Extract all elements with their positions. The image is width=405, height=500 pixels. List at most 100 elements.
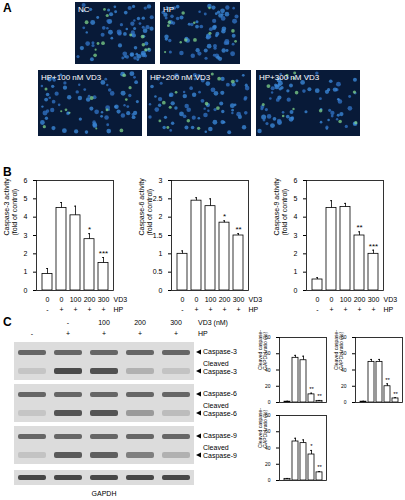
svg-text:5: 5: [24, 195, 28, 202]
svg-text:300: 300: [368, 296, 380, 303]
svg-text:300: 300: [98, 296, 110, 303]
svg-text:Caspase-6: Caspase-6: [203, 390, 237, 398]
svg-text:Cleaved caspase-6/GAPDH ratio: Cleaved caspase-6/GAPDH ratio (%): [333, 330, 345, 370]
svg-text:+: +: [236, 306, 240, 313]
svg-text:CleavedCaspase-9: CleavedCaspase-9: [203, 444, 237, 460]
svg-text:20: 20: [265, 461, 271, 467]
svg-text:0: 0: [316, 296, 320, 303]
svg-text:+: +: [87, 306, 91, 313]
svg-text:Caspase-6 activity(fold of con: Caspase-6 activity(fold of control): [138, 178, 154, 236]
svg-text:5: 5: [294, 195, 298, 202]
svg-text:Cleaved caspase-9/GAPDH ratio: Cleaved caspase-9/GAPDH ratio (%): [257, 408, 269, 448]
svg-text:3: 3: [294, 232, 298, 239]
svg-text:0: 0: [181, 296, 185, 303]
svg-text:HP+200 nM VD3: HP+200 nM VD3: [150, 73, 211, 82]
svg-text:**: **: [393, 391, 398, 397]
svg-text:2: 2: [159, 213, 163, 220]
svg-text:+: +: [208, 306, 212, 313]
svg-text:VD3 (nM): VD3 (nM): [198, 319, 228, 327]
svg-text:***: ***: [369, 242, 378, 251]
svg-text:**: **: [356, 223, 362, 232]
svg-text:+: +: [138, 330, 142, 337]
svg-text:0: 0: [268, 399, 271, 405]
svg-text:Cleaved caspase-3/GAPDH ratio: Cleaved caspase-3/GAPDH ratio (%): [257, 330, 269, 370]
svg-text:**: **: [235, 225, 241, 234]
svg-text:CleavedCaspase-3: CleavedCaspase-3: [203, 360, 237, 376]
svg-text:**: **: [309, 386, 314, 392]
svg-text:+: +: [357, 306, 361, 313]
svg-text:100: 100: [98, 319, 110, 326]
svg-text:HP: HP: [114, 306, 124, 313]
svg-text:+: +: [343, 306, 347, 313]
svg-text:Caspase-9: Caspase-9: [203, 432, 237, 440]
svg-text:*: *: [310, 443, 313, 449]
svg-text:100: 100: [205, 296, 217, 303]
svg-text:300: 300: [233, 296, 245, 303]
svg-text:HP: HP: [384, 306, 394, 313]
svg-text:4: 4: [24, 213, 28, 220]
svg-text:A: A: [3, 1, 12, 15]
svg-text:-: -: [31, 330, 34, 337]
svg-text:*: *: [223, 212, 226, 221]
svg-text:6: 6: [294, 177, 298, 184]
svg-text:20: 20: [341, 383, 347, 389]
svg-text:0: 0: [46, 296, 50, 303]
svg-text:+: +: [194, 306, 198, 313]
svg-text:+: +: [371, 306, 375, 313]
svg-text:300: 300: [170, 319, 182, 326]
svg-text:0: 0: [24, 287, 28, 294]
svg-text:+: +: [329, 306, 333, 313]
svg-text:B: B: [3, 165, 12, 179]
svg-text:Caspase-3 activity(fold of con: Caspase-3 activity(fold of control): [3, 178, 19, 236]
svg-text:***: ***: [99, 249, 108, 258]
svg-text:+: +: [222, 306, 226, 313]
svg-text:100: 100: [70, 296, 82, 303]
svg-text:1: 1: [24, 268, 28, 275]
svg-text:200: 200: [84, 296, 96, 303]
svg-text:0: 0: [344, 399, 347, 405]
svg-text:1.5: 1.5: [153, 232, 163, 239]
svg-text:C: C: [3, 315, 12, 329]
svg-text:2.5: 2.5: [153, 195, 163, 202]
svg-text:1: 1: [159, 250, 163, 257]
svg-text:0: 0: [268, 477, 271, 483]
svg-text:0: 0: [60, 296, 64, 303]
svg-text:3: 3: [159, 177, 163, 184]
svg-text:HP+300 nM VD3: HP+300 nM VD3: [259, 73, 320, 82]
svg-text:HP+100 nM VD3: HP+100 nM VD3: [41, 73, 102, 82]
svg-text:HP: HP: [198, 330, 208, 337]
svg-text:2: 2: [294, 250, 298, 257]
svg-text:Caspase-9 activity(fold of con: Caspase-9 activity(fold of control): [273, 178, 289, 236]
svg-text:*: *: [88, 225, 91, 234]
svg-text:+: +: [66, 330, 70, 337]
svg-text:+: +: [102, 330, 106, 337]
svg-text:0: 0: [195, 296, 199, 303]
svg-text:4: 4: [294, 213, 298, 220]
svg-text:-: -: [316, 306, 319, 313]
svg-text:VD3: VD3: [384, 296, 398, 303]
svg-text:HP: HP: [249, 306, 259, 313]
svg-text:-: -: [67, 319, 70, 326]
svg-text:200: 200: [354, 296, 366, 303]
svg-text:+: +: [174, 330, 178, 337]
svg-text:**: **: [317, 464, 322, 470]
svg-text:20: 20: [265, 383, 271, 389]
svg-text:2: 2: [24, 250, 28, 257]
svg-text:CleavedCaspase-6: CleavedCaspase-6: [203, 402, 237, 418]
svg-text:6: 6: [24, 177, 28, 184]
svg-text:HP: HP: [163, 5, 174, 14]
svg-text:VD3: VD3: [114, 296, 128, 303]
svg-text:+: +: [59, 306, 63, 313]
svg-text:+: +: [73, 306, 77, 313]
svg-text:3: 3: [24, 232, 28, 239]
svg-text:0.5: 0.5: [153, 268, 163, 275]
svg-text:+: +: [101, 306, 105, 313]
svg-text:200: 200: [134, 319, 146, 326]
svg-text:Caspase-3: Caspase-3: [203, 348, 237, 356]
svg-text:GAPDH: GAPDH: [92, 490, 117, 497]
svg-text:0: 0: [330, 296, 334, 303]
svg-text:VD3: VD3: [249, 296, 263, 303]
svg-text:1: 1: [294, 268, 298, 275]
svg-text:-: -: [46, 306, 49, 313]
svg-text:**: **: [317, 393, 322, 399]
